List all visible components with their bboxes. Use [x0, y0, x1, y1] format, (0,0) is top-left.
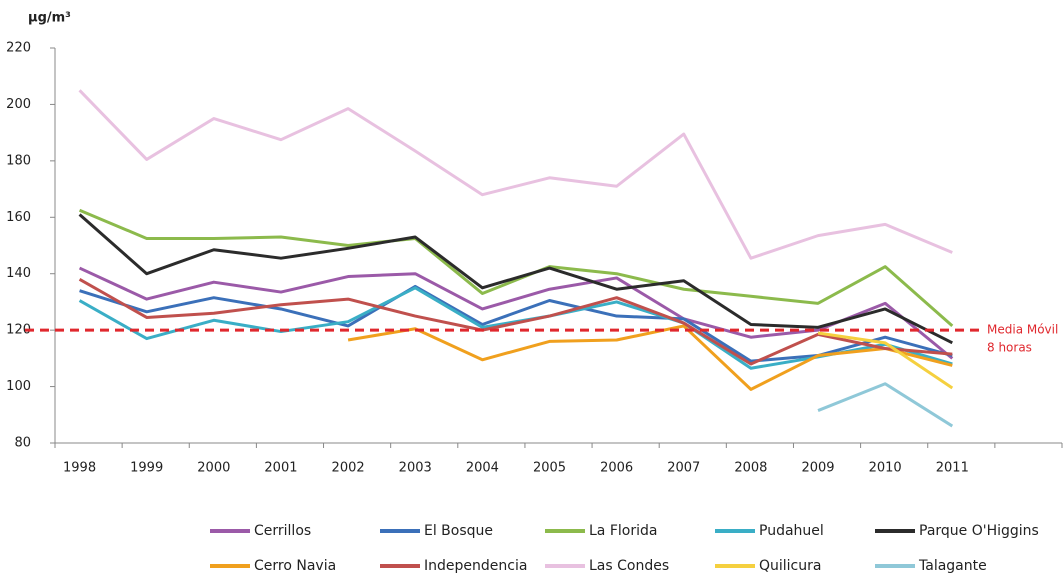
series-line [78, 208, 954, 328]
series-line [78, 89, 953, 260]
y-tick-label: 140 [6, 266, 31, 281]
legend-label: Parque O'Higgins [919, 523, 1039, 539]
y-tick-label: 220 [6, 41, 31, 56]
y-tick-label: 180 [6, 153, 31, 168]
series-line [78, 278, 953, 366]
x-tick-label: 2010 [869, 461, 902, 476]
x-tick-label: 2011 [936, 461, 969, 476]
y-tick-label: 200 [6, 97, 31, 112]
x-tick-label: 2007 [667, 461, 700, 476]
x-tick-label: 2008 [734, 461, 767, 476]
x-tick-label: 2001 [264, 461, 297, 476]
legend-label: La Florida [589, 523, 657, 539]
y-axis-label: µg/m³ [28, 11, 71, 26]
y-tick-label: 160 [6, 210, 31, 225]
series-line [78, 213, 953, 345]
x-tick-label: 2004 [466, 461, 499, 476]
y-tick-label: 120 [6, 323, 31, 338]
legend-label: Cerrillos [254, 523, 311, 539]
series-line [347, 324, 953, 391]
series-line [79, 284, 953, 363]
x-tick-label: 1999 [130, 461, 163, 476]
x-tick-label: 2006 [600, 461, 633, 476]
x-tick-label: 2009 [801, 461, 834, 476]
legend-label: Quilicura [759, 558, 821, 574]
y-tick-label: 100 [6, 379, 31, 394]
legend-label: Las Condes [589, 558, 669, 574]
x-tick-label: 2003 [399, 461, 432, 476]
x-tick-label: 1998 [63, 461, 96, 476]
legend-label: Talagante [918, 558, 987, 574]
legend-label: Pudahuel [759, 523, 824, 539]
series-line [817, 382, 954, 428]
reference-label: 8 horas [987, 341, 1032, 355]
legend-label: El Bosque [424, 523, 493, 539]
legend-label: Independencia [424, 558, 527, 574]
y-tick-label: 80 [14, 436, 31, 451]
x-tick-label: 2002 [332, 461, 365, 476]
x-tick-label: 2000 [197, 461, 230, 476]
x-tick-label: 2005 [533, 461, 566, 476]
reference-label: Media Móvil [987, 323, 1058, 337]
legend-label: Cerro Navia [254, 558, 336, 574]
series-line [817, 331, 954, 390]
